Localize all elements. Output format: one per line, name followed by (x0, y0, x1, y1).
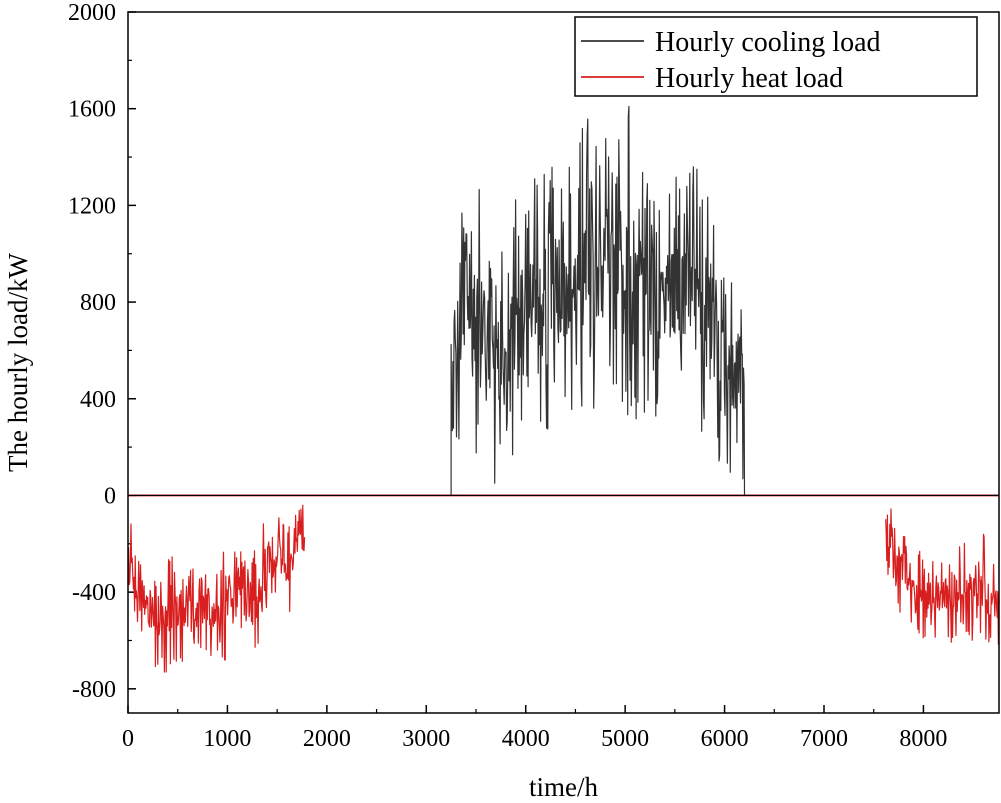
legend-label-cooling: Hourly cooling load (655, 27, 881, 58)
x-tick-label: 5000 (601, 726, 649, 752)
y-tick-label: -800 (72, 677, 116, 703)
heat-load-line-early (127, 504, 306, 673)
x-tick-label: 1000 (203, 726, 251, 752)
cooling-load-line (450, 105, 746, 496)
x-tick-label: 7000 (800, 726, 848, 752)
x-tick-label: 4000 (502, 726, 550, 752)
y-tick-label: 1200 (68, 193, 116, 219)
x-tick-label: 6000 (701, 726, 749, 752)
y-tick-label: 800 (80, 290, 116, 316)
y-tick-label: -400 (72, 580, 116, 606)
series-layer (127, 105, 1000, 673)
ticks-layer: 0 1000 2000 3000 4000 5000 6000 7000 8000-800-40… (68, 0, 947, 752)
y-axis-label: The hourly load/kW (3, 253, 33, 472)
y-tick-label: 400 (80, 387, 116, 413)
y-tick-label: 2000 (68, 0, 116, 26)
legend-label-heat: Hourly heat load (655, 63, 843, 94)
x-tick-label: 2000 (303, 726, 351, 752)
y-tick-label: 0 (104, 483, 116, 509)
x-axis-label: time/h (529, 772, 598, 802)
x-tick-label: 0 (122, 726, 134, 752)
legend-box (574, 16, 978, 97)
plot-frame (127, 11, 1000, 714)
heat-load-line-late (885, 508, 1000, 645)
y-tick-label: 1600 (68, 97, 116, 123)
legend: Hourly cooling load Hourly heat load (574, 16, 978, 97)
x-tick-label: 8000 (899, 726, 947, 752)
x-tick-label: 3000 (402, 726, 450, 752)
